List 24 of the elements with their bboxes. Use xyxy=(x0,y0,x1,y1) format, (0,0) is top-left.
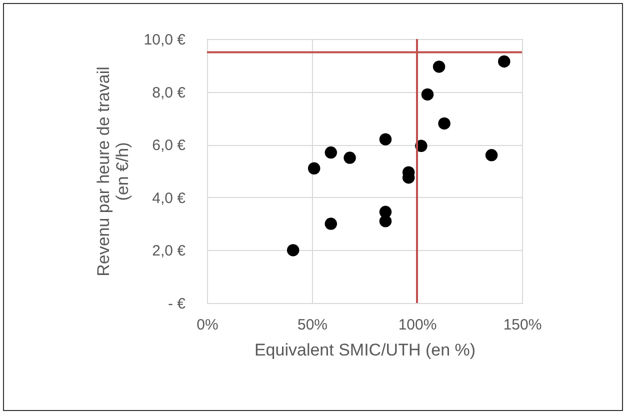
y-tick-label: 8,0 € xyxy=(152,84,186,102)
point xyxy=(438,117,450,130)
point xyxy=(379,215,392,228)
point xyxy=(286,244,300,256)
point xyxy=(421,88,434,101)
x-tick-label: 100% xyxy=(398,316,437,334)
point xyxy=(485,149,498,162)
y-tick-label: 10,0 € xyxy=(144,32,186,48)
y-tick-label: 2,0 € xyxy=(152,242,186,260)
x-axis-title: Equivalent SMIC/UTH (en %) xyxy=(254,340,476,360)
y-tick-label: 4,0 € xyxy=(152,190,186,207)
y-tick-label: - € xyxy=(168,296,186,312)
x-tick-label: 50% xyxy=(297,316,328,334)
y-tick-label: 6,0 € xyxy=(152,137,186,154)
point xyxy=(379,133,392,146)
point xyxy=(324,218,338,230)
point xyxy=(344,152,356,164)
point xyxy=(324,146,338,159)
point xyxy=(432,60,446,73)
x-tick-label: 150% xyxy=(503,316,542,334)
point xyxy=(498,55,510,68)
y-axis-title: Revenu par heure de travail (en €/h) xyxy=(94,66,132,276)
x-tick-label: 0% xyxy=(196,316,218,334)
point xyxy=(308,162,320,174)
